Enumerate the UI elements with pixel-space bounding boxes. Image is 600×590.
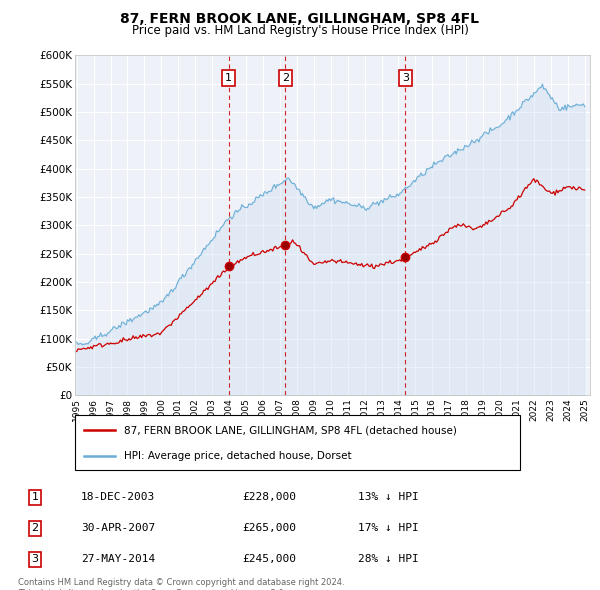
Text: Contains HM Land Registry data © Crown copyright and database right 2024.
This d: Contains HM Land Registry data © Crown c…: [18, 578, 344, 590]
Text: 87, FERN BROOK LANE, GILLINGHAM, SP8 4FL (detached house): 87, FERN BROOK LANE, GILLINGHAM, SP8 4FL…: [124, 425, 457, 435]
Text: 2: 2: [31, 523, 38, 533]
Text: 1: 1: [225, 73, 232, 83]
Text: 28% ↓ HPI: 28% ↓ HPI: [358, 555, 418, 565]
Text: Price paid vs. HM Land Registry's House Price Index (HPI): Price paid vs. HM Land Registry's House …: [131, 24, 469, 37]
Text: 30-APR-2007: 30-APR-2007: [81, 523, 155, 533]
Text: 17% ↓ HPI: 17% ↓ HPI: [358, 523, 418, 533]
Text: 2: 2: [282, 73, 289, 83]
Text: 3: 3: [32, 555, 38, 565]
Text: £228,000: £228,000: [242, 492, 296, 502]
Text: £245,000: £245,000: [242, 555, 296, 565]
Text: HPI: Average price, detached house, Dorset: HPI: Average price, detached house, Dors…: [124, 451, 352, 461]
Text: 1: 1: [32, 492, 38, 502]
Text: 13% ↓ HPI: 13% ↓ HPI: [358, 492, 418, 502]
FancyBboxPatch shape: [75, 415, 520, 470]
Text: 27-MAY-2014: 27-MAY-2014: [81, 555, 155, 565]
Text: 87, FERN BROOK LANE, GILLINGHAM, SP8 4FL: 87, FERN BROOK LANE, GILLINGHAM, SP8 4FL: [121, 12, 479, 26]
Text: 18-DEC-2003: 18-DEC-2003: [81, 492, 155, 502]
Text: 3: 3: [402, 73, 409, 83]
Text: £265,000: £265,000: [242, 523, 296, 533]
